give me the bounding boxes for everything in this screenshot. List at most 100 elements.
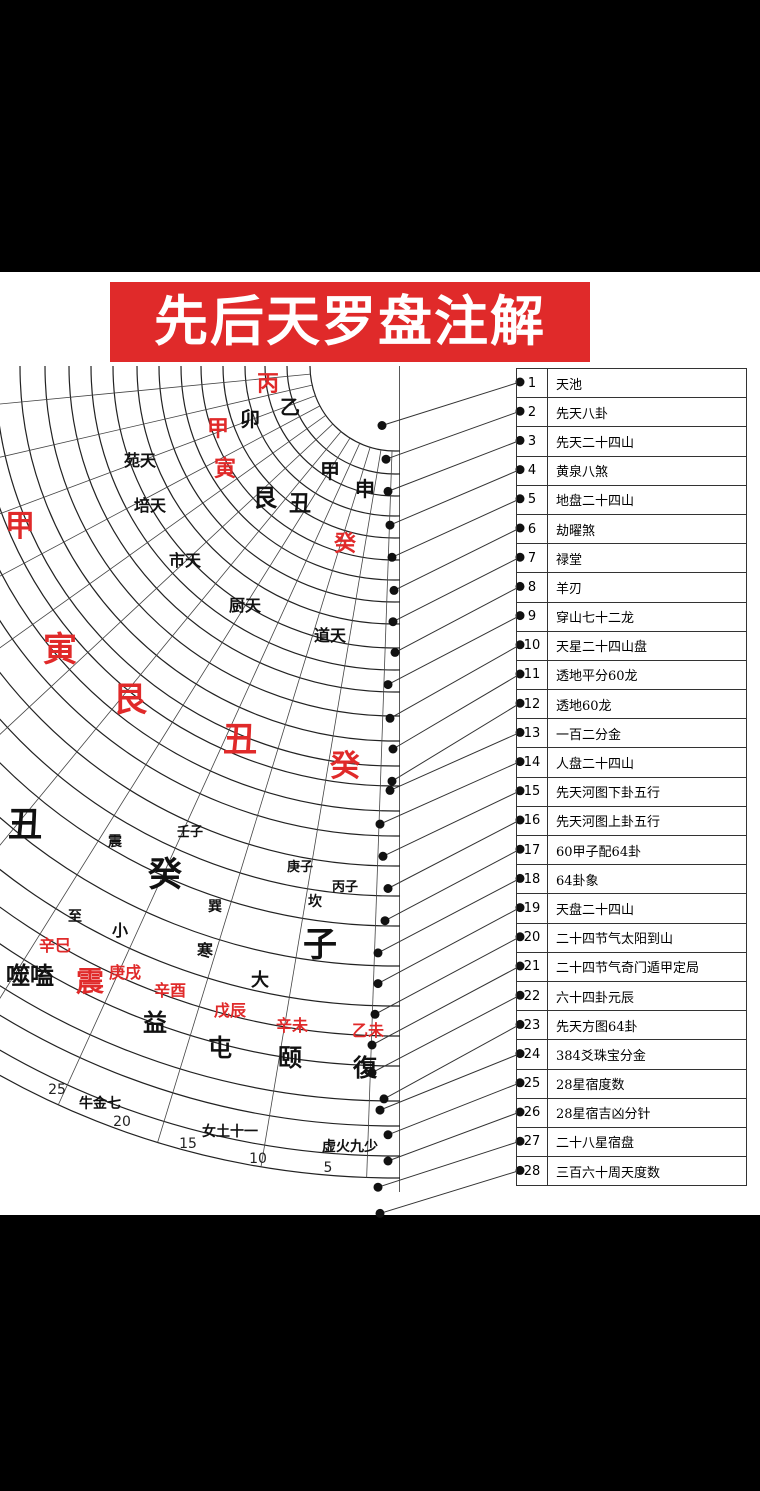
dial-label: 道天 (314, 626, 347, 645)
dial-ring (0, 619, 400, 837)
leader-line (385, 410, 521, 460)
dial-spoke (0, 405, 321, 577)
leader-line (387, 1082, 521, 1136)
dial-ring (222, 366, 400, 539)
row-number: 26 (517, 1098, 548, 1127)
leader-dot (373, 1182, 383, 1192)
table-row: 5 地盘二十四山 (517, 485, 746, 515)
leader-dot (515, 932, 525, 942)
dial-label: 寒 (196, 941, 214, 960)
leader-line (379, 761, 521, 825)
dial-label: 癸 (333, 531, 357, 557)
row-label: 先天河图上卦五行 (556, 815, 661, 831)
row-number: 15 (517, 777, 548, 806)
leader-dot (515, 1049, 525, 1059)
dial-label: 屯 (208, 1034, 232, 1062)
table-row: 6 劫曜煞 (517, 514, 746, 545)
dial-label: 癸 (147, 855, 182, 895)
leader-dot (515, 873, 525, 883)
table-row: 11 透地平分60龙 (517, 660, 746, 691)
leader-line (391, 498, 521, 558)
table-row: 19 天盘二十四山 (517, 894, 746, 924)
leader-line (381, 381, 521, 426)
leader-line (377, 907, 521, 985)
leader-dot (387, 776, 397, 786)
row-label: 透地平分60龙 (556, 669, 638, 685)
dial-label: 丙 (257, 372, 279, 397)
leader-dot (515, 757, 525, 767)
dial-ring (0, 1049, 400, 1157)
dial-label: 辛未 (276, 1016, 308, 1035)
row-label: 二十八星宿盘 (556, 1136, 635, 1152)
leader-dot (385, 713, 395, 723)
dial-spoke (57, 443, 361, 1106)
leader-line (379, 1053, 521, 1111)
leader-dot (515, 494, 525, 504)
table-row: 21 二十四节气奇门遁甲定局 (517, 952, 746, 982)
scale-tick-label: 10 (249, 1151, 267, 1167)
dial-ring (0, 942, 400, 1067)
luopan-diagram: 丙乙卯甲申甲寅艮 丑癸苑天培天市天厨天道天甲寅艮丑癸丑癸子益屯颐復噬嗑 震辛巳庚戌辛… (0, 366, 400, 1192)
leader-dot (515, 640, 525, 650)
leader-dot (389, 585, 399, 595)
leader-dot (515, 1165, 525, 1175)
table-row: 20 二十四节气太阳到山 (517, 923, 746, 953)
dial-ring (0, 506, 400, 787)
table-row: 2 先天八卦 (517, 398, 746, 428)
dial-label: 噬嗑 (6, 962, 54, 990)
scale-tick-label: 25 (48, 1082, 66, 1098)
dial-label: 子 (303, 925, 337, 965)
row-label: 黄泉八煞 (556, 465, 609, 481)
dial-spoke (366, 450, 393, 1178)
row-label: 天星二十四山盘 (556, 640, 648, 656)
dial-ring (244, 366, 400, 517)
table-row: 13 一百二分金 (517, 719, 746, 749)
dial-label: 甲 (320, 459, 340, 483)
table-row: 9 穿山七十二龙 (517, 602, 746, 632)
table-row: 28 三百六十周天度数 (517, 1157, 746, 1187)
dial-spoke (0, 437, 351, 999)
leader-dot (515, 961, 525, 971)
dial-label: 虚火九少 (322, 1138, 378, 1155)
dial-label: 震 (107, 834, 123, 850)
leader-dot (388, 617, 398, 627)
leader-dot (390, 647, 400, 657)
row-label: 地盘二十四山 (556, 494, 635, 510)
dial-ring (309, 366, 400, 452)
row-label: 384爻珠宝分金 (556, 1048, 646, 1064)
dial-label: 艮 (113, 680, 148, 720)
dial-label: 艮 (253, 484, 278, 512)
leader-line (392, 673, 521, 750)
leader-dot (367, 1040, 377, 1050)
dial-label: 大 (251, 969, 269, 991)
dial-spoke (0, 431, 342, 846)
leader-line (389, 644, 521, 719)
table-row: 15 先天河图下卦五行 (517, 777, 746, 807)
table-row: 17 60甲子配64卦 (517, 836, 746, 866)
dial-ring (158, 366, 400, 603)
dial-ring (0, 816, 400, 967)
dial-label: 辛酉 (154, 981, 186, 1000)
leader-dot (383, 486, 393, 496)
row-number: 4 (517, 456, 548, 485)
dial-label: 庚子 (287, 859, 313, 875)
leader-line (394, 585, 521, 653)
leader-line (374, 936, 521, 1015)
row-label: 透地60龙 (556, 698, 612, 714)
leader-dot (367, 1068, 377, 1078)
dial-ring (19, 366, 400, 742)
row-number: 10 (517, 631, 548, 660)
table-row: 14 人盘二十四山 (517, 748, 746, 778)
row-label: 二十四节气奇门遁甲定局 (556, 961, 700, 977)
leader-dot (379, 1094, 389, 1104)
dial-spoke (0, 423, 334, 735)
table-row: 3 先天二十四山 (517, 427, 746, 457)
table-row: 27 二十八星宿盘 (517, 1127, 746, 1158)
leader-dot (515, 406, 525, 416)
leader-line (387, 439, 521, 492)
row-number: 8 (517, 573, 548, 602)
dial-label: 寅 (214, 456, 236, 482)
table-row: 26 28星宿吉凶分针 (517, 1098, 746, 1128)
leader-line (387, 819, 521, 889)
row-label: 先天河图下卦五行 (556, 786, 661, 802)
